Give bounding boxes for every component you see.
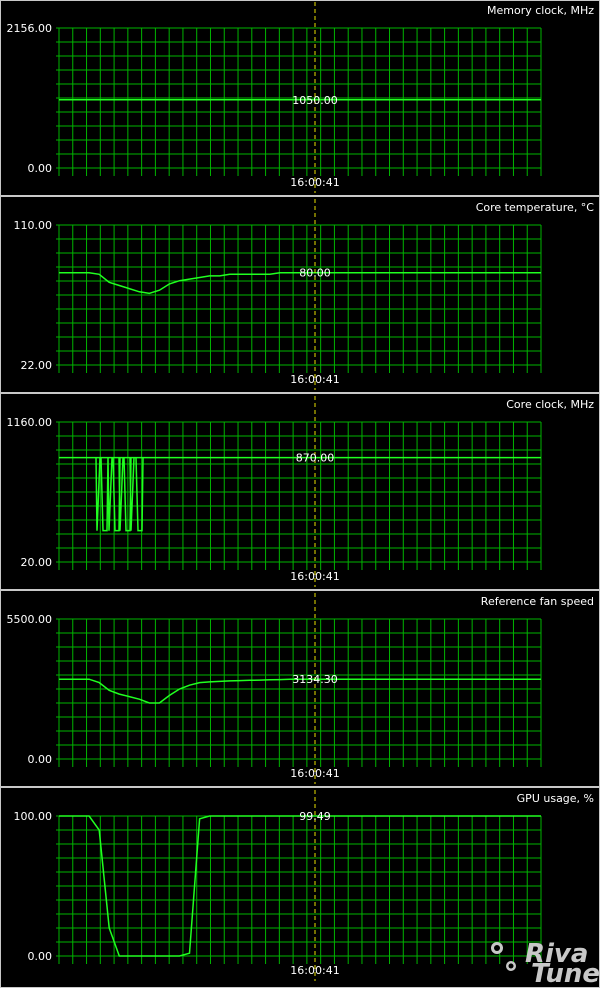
series-line — [59, 678, 541, 704]
current-value-label: 99.49 — [299, 810, 331, 823]
graph-title: Memory clock, MHz — [487, 4, 594, 17]
rivatuner-logo: Riva Tuner — [491, 939, 600, 988]
current-value-label: 870.00 — [296, 452, 335, 465]
y-max-label: 1160.00 — [7, 416, 53, 429]
y-max-label: 110.00 — [14, 219, 53, 232]
time-label: 16:00:41 — [290, 176, 339, 189]
y-min-label: 0.00 — [28, 950, 53, 963]
svg-text:Riva: Riva — [525, 939, 588, 969]
graph-title: Reference fan speed — [481, 595, 594, 608]
y-min-label: 20.00 — [21, 556, 53, 569]
series-line — [59, 271, 541, 295]
time-label: 16:00:41 — [290, 767, 339, 780]
y-min-label: 22.00 — [21, 359, 53, 372]
graph-title: GPU usage, % — [517, 792, 594, 805]
y-max-label: 100.00 — [14, 810, 53, 823]
current-value-label: 3134.30 — [292, 673, 338, 686]
y-min-label: 0.00 — [28, 162, 53, 175]
series-line — [59, 815, 541, 957]
current-value-label: 80.00 — [299, 267, 331, 280]
time-label: 16:00:41 — [290, 570, 339, 583]
y-max-label: 2156.00 — [7, 22, 53, 35]
series-spikes — [95, 457, 144, 532]
panel-core-temperature: Core temperature, °C 110.00 22.00 16:00:… — [14, 199, 595, 390]
panel-memory-clock: Memory clock, MHz 2156.00 0.00 16:00:41 … — [7, 2, 594, 193]
time-label: 16:00:41 — [290, 373, 339, 386]
current-value-label: 1050.00 — [292, 94, 338, 107]
graph-title: Core clock, MHz — [506, 398, 594, 411]
graph-title: Core temperature, °C — [476, 201, 595, 214]
panel-fan-speed: Reference fan speed 5500.00 0.00 16:00:4… — [7, 593, 594, 784]
panel-core-clock: Core clock, MHz 1160.00 20.00 16:00:41 8… — [7, 396, 594, 587]
y-min-label: 0.00 — [28, 753, 53, 766]
y-max-label: 5500.00 — [7, 613, 53, 626]
svg-text:Tuner: Tuner — [531, 959, 600, 988]
time-label: 16:00:41 — [290, 964, 339, 977]
panel-gpu-usage: GPU usage, % 100.00 0.00 16:00:41 99.49 — [14, 790, 594, 981]
